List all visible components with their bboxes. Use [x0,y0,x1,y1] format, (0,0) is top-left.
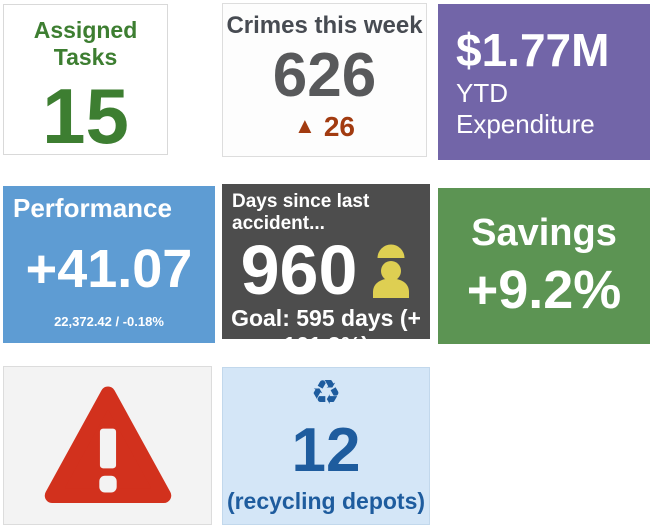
crimes-delta-value: 26 [323,111,355,142]
expenditure-tile: $1.77M YTD Expenditure [438,4,650,160]
assigned-tasks-value: 15 [42,72,129,155]
crimes-delta: ▲ 26 [223,111,426,143]
worker-icon [371,242,411,298]
recycling-value: 12 [291,415,361,485]
warning-triangle-icon [42,384,174,508]
savings-title: Savings [471,211,617,254]
savings-value: +9.2% [466,259,622,320]
performance-tile: Performance +41.07 22,372.42 / -0.18% [3,186,215,343]
accident-tile: Days since last accident... 960 Goal: 59… [222,184,430,339]
warning-tile [3,366,212,525]
performance-detail: 22,372.42 / -0.18% [54,314,164,329]
accident-value: 960 [240,231,358,309]
expenditure-label: YTD Expenditure [456,78,595,140]
savings-tile: Savings +9.2% [438,188,650,344]
assigned-tasks-title: Assigned Tasks [33,17,138,70]
crimes-title: Crimes this week [226,12,423,39]
crimes-value: 626 [272,41,377,110]
performance-value: +41.07 [25,239,193,299]
recycle-icon: ♻ [310,373,342,413]
performance-title: Performance [13,193,172,223]
accident-title: Days since last accident... [232,191,370,234]
accident-center: 960 [222,235,430,305]
recycling-label: (recycling depots) [226,488,426,514]
recycling-tile: ♻ 12 (recycling depots) [222,367,430,525]
assigned-tasks-tile: Assigned Tasks 15 [3,4,168,155]
expenditure-value: $1.77M [456,23,610,76]
up-triangle-icon: ▲ [294,113,316,138]
crimes-tile: Crimes this week 626 ▲ 26 [222,3,427,157]
accident-goal: Goal: 595 days (+ 161.3%) [231,305,421,339]
